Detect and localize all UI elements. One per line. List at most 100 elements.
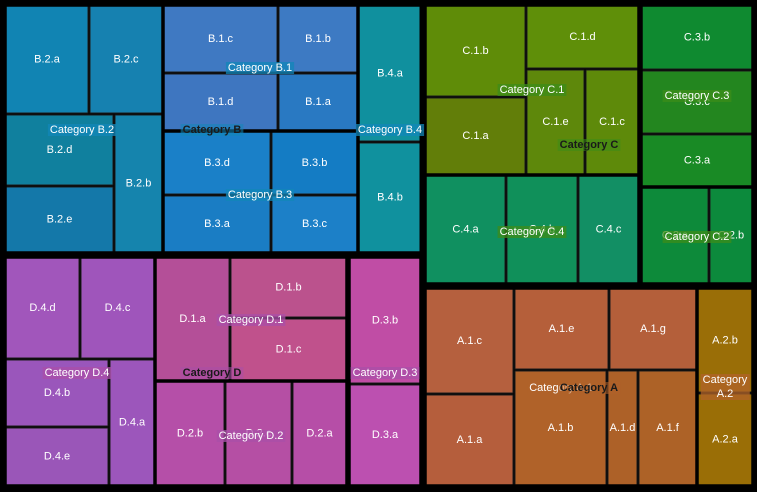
leaf-a-1-a[interactable] — [425, 394, 514, 486]
leaf-label-b-2-e: B.2.e — [47, 214, 73, 226]
group-label-category-d-4: Category D.4 — [42, 367, 112, 379]
leaf-b-3-a[interactable] — [163, 195, 271, 253]
leaf-label-b-2-b: B.2.b — [126, 178, 152, 190]
leaf-b-2-a[interactable] — [5, 5, 89, 114]
leaf-label-b-2-a: B.2.a — [34, 54, 61, 66]
leaf-c-4-a[interactable] — [425, 175, 506, 284]
group-label-category-d-3-background — [350, 367, 420, 379]
leaf-a-1-f[interactable] — [638, 370, 697, 486]
leaf-label-a-1-a: A.1.a — [457, 434, 484, 446]
leaf-label-c-4-c: C.4.c — [596, 224, 622, 236]
leaf-b-2-c[interactable] — [89, 5, 163, 114]
leaf-label-b-1-c: B.1.c — [208, 33, 234, 45]
group-label-category-b-1-background — [225, 62, 295, 74]
group-label-category-c-1-background — [497, 84, 567, 96]
leaf-c-1-d[interactable] — [526, 5, 639, 69]
svg-text:Category B: Category B — [183, 124, 242, 136]
group-label-category-b-3-background — [225, 189, 295, 201]
leaf-d-4-a[interactable] — [109, 359, 155, 486]
leaf-label-b-3-d: B.3.d — [204, 157, 230, 169]
group-label-category-c-3: Category C.3 — [662, 90, 732, 102]
leaf-b-3-b[interactable] — [271, 131, 358, 195]
category-label-category-d: Category D — [180, 367, 244, 379]
leaf-label-a-1-e: A.1.e — [549, 323, 575, 335]
category-label-category-c: Category C — [557, 139, 621, 151]
leaf-label-b-4-b: B.4.b — [377, 192, 403, 204]
group-label-category-b-2-background — [47, 124, 117, 136]
leaf-layer — [5, 5, 753, 486]
svg-text:Category B.1: Category B.1 — [228, 62, 292, 74]
group-label-category-b-2: Category B.2 — [47, 124, 117, 136]
leaf-label-b-1-b: B.1.b — [305, 33, 331, 45]
category-border-category-a — [423, 286, 755, 488]
svg-text:Category C.3: Category C.3 — [665, 90, 730, 102]
leaf-label-a-1-d: A.1.d — [610, 422, 636, 434]
leaf-label-d-1-c: D.1.c — [276, 344, 302, 356]
svg-text:Category B.2: Category B.2 — [50, 124, 114, 136]
group-label-category-c-1: Category C.1 — [497, 84, 567, 96]
leaf-label-b-2-d: B.2.d — [47, 144, 73, 156]
leaf-label-d-2-a: D.2.a — [306, 428, 333, 440]
leaf-b-3-c[interactable] — [271, 195, 358, 253]
leaf-b-2-b[interactable] — [114, 114, 163, 253]
category-label-category-d-background — [180, 367, 244, 379]
svg-text:Category C.1: Category C.1 — [500, 84, 565, 96]
leaf-d-3-a[interactable] — [349, 384, 421, 486]
group-label-category-d-1: Category D.1 — [216, 314, 286, 326]
svg-text:Category C: Category C — [560, 139, 619, 151]
category-border-category-c — [423, 2, 755, 286]
group-label-category-b-4: Category B.4 — [355, 124, 425, 136]
leaf-label-d-4-c: D.4.c — [105, 302, 131, 314]
group-label-category-c-3-background — [662, 90, 732, 102]
group-border-category-b-1 — [163, 5, 358, 131]
group-label-category-c-4-background — [497, 226, 567, 238]
leaf-label-a-1-b: A.1.b — [548, 422, 574, 434]
category-label-category-a-background — [557, 382, 621, 394]
leaf-a-1-e[interactable] — [514, 288, 609, 370]
group-label-category-d-2-background — [216, 430, 286, 442]
leaf-label-c-3-a: C.3.a — [684, 155, 711, 167]
leaf-d-4-d[interactable] — [5, 257, 80, 359]
leaf-b-4-a[interactable] — [358, 5, 422, 142]
leaf-d-4-e[interactable] — [5, 427, 109, 486]
group-label-category-c-2-background — [662, 231, 732, 243]
leaf-label-b-3-c: B.3.c — [302, 218, 328, 230]
category-label-category-b: Category B — [180, 124, 244, 136]
leaf-b-1-c[interactable] — [163, 5, 278, 73]
leaf-c-3-a[interactable] — [641, 134, 753, 187]
leaf-label-a-2-a: A.2.a — [712, 434, 739, 446]
leaf-label-d-2-b: D.2.b — [177, 428, 203, 440]
leaf-label-b-3-b: B.3.b — [302, 157, 328, 169]
leaf-c-3-b[interactable] — [641, 5, 753, 70]
leaf-c-1-a[interactable] — [425, 97, 526, 175]
leaf-label-b-3-a: B.3.a — [204, 218, 231, 230]
leaf-label-b-1-d: B.1.d — [208, 96, 234, 108]
leaf-label-c-3-b: C.3.b — [684, 32, 710, 44]
leaf-label-a-1-g: A.1.g — [640, 323, 666, 335]
leaf-label-d-4-a: D.4.a — [119, 417, 146, 429]
leaf-label-d-4-e: D.4.e — [44, 451, 70, 463]
leaf-a-2-a[interactable] — [697, 393, 753, 486]
group-label-category-c-2: Category C.2 — [662, 231, 732, 243]
leaf-c-1-c[interactable] — [585, 69, 639, 175]
group-label-category-d-1-background — [216, 314, 286, 326]
leaf-label-c-1-a: C.1.a — [462, 130, 489, 142]
leaf-b-4-b[interactable] — [358, 142, 422, 253]
leaf-label-b-4-a: B.4.a — [377, 68, 404, 80]
leaf-b-1-d[interactable] — [163, 73, 278, 131]
svg-text:Category C.4: Category C.4 — [500, 226, 565, 238]
leaf-d-1-c[interactable] — [230, 318, 347, 381]
label-layer: B.1.c B.1.b B.1.d B.1.a Category B.1 B.2.a B.2… — [29, 31, 750, 463]
group-label-category-c-4: Category C.4 — [497, 226, 567, 238]
leaf-label-d-4-d: D.4.d — [29, 302, 55, 314]
group-label-category-b-1: Category B.1 — [225, 62, 295, 74]
group-label-category-d-4-background — [42, 367, 112, 379]
leaf-d-3-b[interactable] — [349, 257, 421, 384]
leaf-d-4-c[interactable] — [80, 257, 155, 359]
leaf-label-d-4-b: D.4.b — [44, 387, 70, 399]
leaf-c-1-b[interactable] — [425, 5, 526, 97]
leaf-a-1-c[interactable] — [425, 288, 514, 394]
leaf-label-d-3-a: D.3.a — [372, 429, 399, 441]
